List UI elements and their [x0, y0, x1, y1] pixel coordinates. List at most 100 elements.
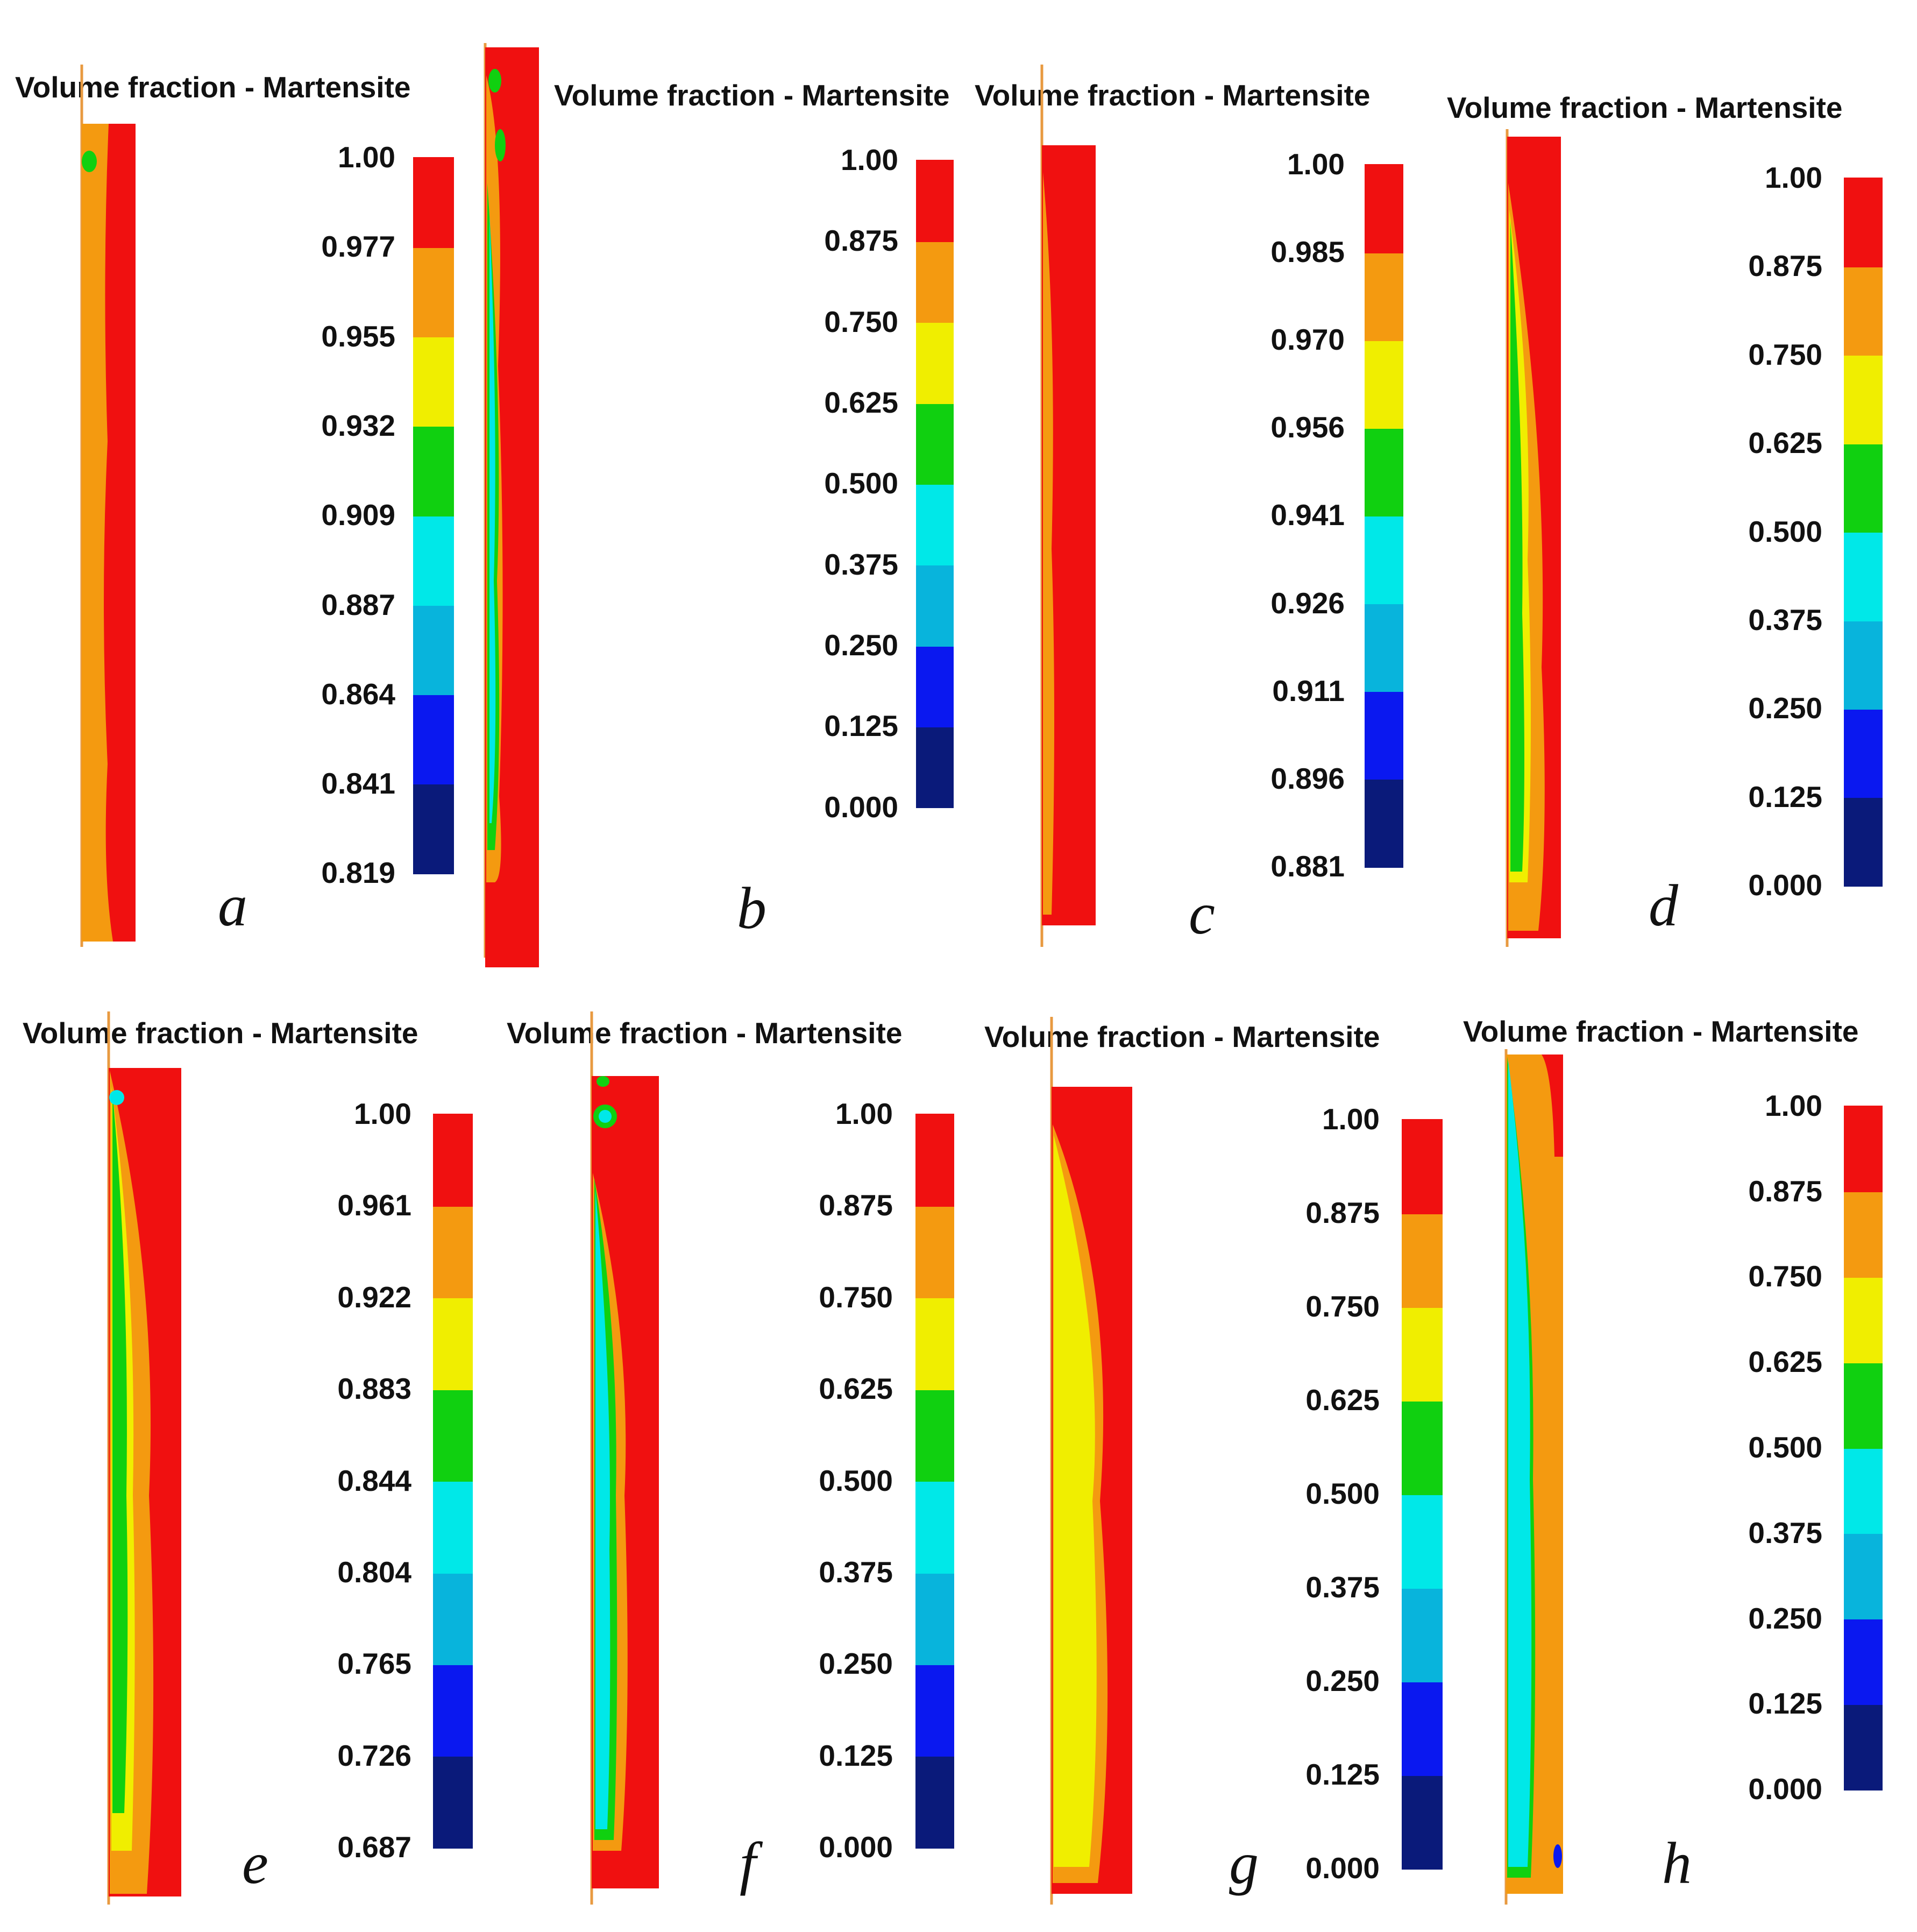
- colorbar-segment: [1365, 252, 1403, 341]
- colorbar: [1844, 178, 1883, 887]
- tick-label: 0.375: [824, 548, 898, 581]
- colorbar-title: Volume fraction - Martensite: [975, 79, 1371, 112]
- tick-label: 0.500: [1748, 1431, 1822, 1464]
- tick-label: 0.625: [1748, 1345, 1822, 1378]
- colorbar-segment: [1844, 796, 1883, 887]
- tick-label: 0.955: [321, 320, 395, 353]
- colorbar: [413, 157, 454, 874]
- colorbar-segment: [916, 240, 954, 323]
- tick-label: 0.864: [321, 677, 395, 711]
- tick-label: 1.00: [353, 1097, 411, 1130]
- panel-letter: h: [1662, 1830, 1692, 1896]
- tick-label: 0.804: [337, 1555, 411, 1589]
- tick-label: 0.000: [1305, 1851, 1380, 1885]
- tick-label: 0.500: [1305, 1477, 1380, 1510]
- colorbar-title: Volume fraction - Martensite: [1447, 91, 1843, 124]
- tick-label: 0.750: [824, 305, 898, 338]
- tick-label: 0.883: [337, 1372, 411, 1405]
- tick-label: 0.000: [824, 790, 898, 824]
- tick-label: 0.911: [1272, 674, 1345, 707]
- tick-label: 0.250: [1748, 691, 1822, 725]
- tick-label: 0.887: [321, 588, 395, 621]
- tick-label: 0.625: [1748, 426, 1822, 459]
- tick-label: 0.125: [819, 1739, 893, 1772]
- colorbar-segment: [1844, 619, 1883, 710]
- colorbar-segment: [433, 1297, 473, 1390]
- tick-label: 0.125: [824, 709, 898, 742]
- contour-strip: [590, 1011, 659, 1905]
- panel-letter: f: [740, 1830, 756, 1896]
- tick-label: 0.922: [337, 1280, 411, 1314]
- panel-letter: c: [1189, 881, 1215, 946]
- contour-strip: [1050, 1017, 1132, 1905]
- colorbar-segment: [1365, 427, 1403, 517]
- tick-label: 0.375: [1748, 1516, 1822, 1549]
- colorbar-segment: [413, 515, 454, 606]
- tick-label: 0.956: [1270, 411, 1345, 444]
- colorbar-segment: [915, 1480, 954, 1574]
- colorbar-segment: [915, 1664, 954, 1757]
- tick-label: 0.875: [1748, 1174, 1822, 1208]
- colorbar-segment: [916, 483, 954, 566]
- colorbar-segment: [1402, 1681, 1443, 1776]
- tick-label: 0.932: [321, 409, 395, 442]
- tick-label: 0.250: [1748, 1602, 1822, 1635]
- tick-label: 0.961: [337, 1188, 411, 1222]
- tick-label: 0.909: [321, 498, 395, 532]
- tick-label: 0.000: [819, 1830, 893, 1864]
- colorbar-segment: [1844, 354, 1883, 444]
- colorbar-segment: [916, 726, 954, 809]
- tick-label: 0.985: [1270, 235, 1345, 268]
- colorbar-segment: [1402, 1587, 1443, 1682]
- panel-letter: b: [737, 875, 766, 941]
- colorbar-title: Volume fraction - Martensite: [507, 1016, 903, 1050]
- tick-label: 0.625: [824, 386, 898, 419]
- colorbar-segment: [1365, 515, 1403, 605]
- tick-label: 0.844: [337, 1464, 411, 1497]
- colorbar-segment: [1844, 1618, 1883, 1705]
- tick-label: 1.00: [1322, 1102, 1380, 1136]
- tick-label: 0.250: [824, 628, 898, 662]
- colorbar-segment: [1365, 339, 1403, 429]
- colorbar-segment: [413, 604, 454, 696]
- colorbar-segment: [916, 645, 954, 728]
- colorbar-segment: [1365, 690, 1403, 780]
- colorbar-segment: [1844, 1447, 1883, 1534]
- tick-label: 1.00: [337, 140, 395, 174]
- colorbar: [1402, 1119, 1443, 1870]
- tick-label: 0.750: [819, 1280, 893, 1314]
- tick-label: 0.875: [824, 224, 898, 257]
- tick-label: 0.125: [1305, 1758, 1380, 1791]
- colorbar: [915, 1114, 954, 1849]
- colorbar-segment: [1844, 443, 1883, 533]
- colorbar-segment: [1844, 1191, 1883, 1278]
- tick-label: 0.750: [1305, 1290, 1380, 1323]
- colorbar-segment: [433, 1389, 473, 1482]
- colorbar-segment: [433, 1755, 473, 1849]
- tick-label: 0.375: [1305, 1570, 1380, 1604]
- colorbar-segment: [1844, 1106, 1883, 1193]
- panel-letter: d: [1649, 873, 1678, 938]
- tick-label: 1.00: [840, 143, 898, 176]
- tick-label: 0.941: [1270, 498, 1345, 532]
- tick-label: 0.841: [321, 767, 395, 800]
- colorbar-title: Volume fraction - Martensite: [1463, 1015, 1859, 1048]
- tick-label: 0.125: [1748, 780, 1822, 813]
- tick-label: 0.896: [1270, 762, 1345, 795]
- colorbar: [433, 1114, 473, 1849]
- colorbar-segment: [1844, 1703, 1883, 1791]
- tick-label: 0.875: [819, 1188, 893, 1222]
- colorbar-segment: [916, 402, 954, 485]
- tick-label: 0.375: [819, 1555, 893, 1589]
- colorbar-segment: [413, 246, 454, 338]
- tick-label: 0.765: [337, 1647, 411, 1680]
- tick-label: 0.250: [819, 1647, 893, 1680]
- tick-label: 0.625: [1305, 1383, 1380, 1417]
- colorbar-segment: [1844, 178, 1883, 267]
- colorbar-segment: [1844, 708, 1883, 798]
- colorbar-segment: [915, 1389, 954, 1482]
- contour-strip: [1504, 1049, 1563, 1905]
- colorbar-segment: [1402, 1400, 1443, 1495]
- colorbar-segment: [915, 1205, 954, 1299]
- tick-label: 0.000: [1748, 868, 1822, 902]
